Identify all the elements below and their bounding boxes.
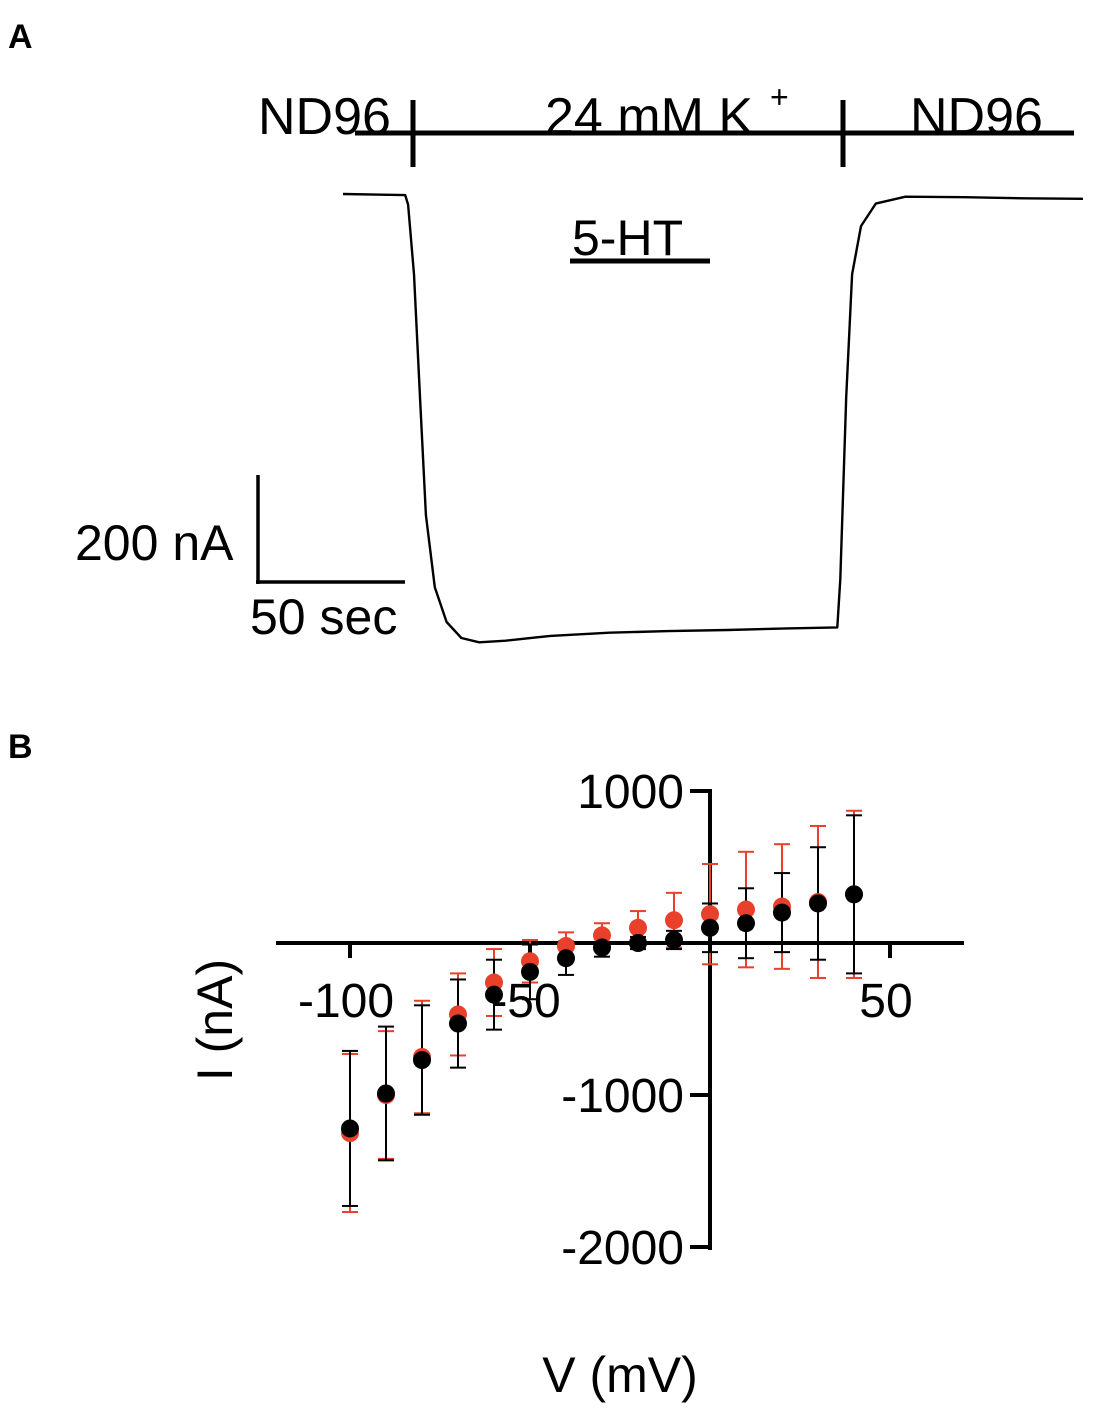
data-point-black xyxy=(665,930,683,949)
data-point-black xyxy=(557,949,575,968)
data-point-black xyxy=(809,894,827,913)
y-tick-label: 1000 xyxy=(577,766,684,819)
data-point-black xyxy=(485,985,503,1004)
data-point-black xyxy=(737,914,755,933)
data-point-black xyxy=(413,1051,431,1070)
data-point-red xyxy=(737,900,755,919)
drug-label: 5-HT xyxy=(572,210,683,266)
data-point-red xyxy=(701,905,719,924)
panel-a-label: A xyxy=(8,18,33,56)
data-point-black xyxy=(593,938,611,957)
data-point-red xyxy=(629,918,647,937)
solution-label-middle: 24 mM K xyxy=(545,88,753,146)
y-tick-label: -1000 xyxy=(561,1070,684,1123)
tick-labels: -100 -50 50 1000 -1000 -2000 xyxy=(298,766,913,1275)
data-point-red xyxy=(665,911,683,930)
data-point-black xyxy=(701,918,719,937)
data-point-black xyxy=(845,885,863,904)
data-point-black xyxy=(377,1084,395,1103)
data-points xyxy=(341,885,863,1142)
x-tick-label: 50 xyxy=(859,975,912,1028)
y-axis-label: I (nA) xyxy=(187,959,243,1081)
scale-bar-y-label: 200 nA xyxy=(75,515,234,571)
x-axis-label: V (mV) xyxy=(542,1347,698,1403)
y-tick-label: -2000 xyxy=(561,1222,684,1275)
solution-label-right: ND96 xyxy=(910,88,1043,146)
axis-ticks xyxy=(348,789,892,1249)
current-trace xyxy=(342,192,1084,644)
data-point-black xyxy=(449,1014,467,1033)
scale-bar-x-label: 50 sec xyxy=(250,589,397,645)
data-point-black xyxy=(341,1119,359,1138)
error-bars xyxy=(342,809,862,1214)
data-point-black xyxy=(773,903,791,922)
data-point-black xyxy=(629,934,647,952)
solution-label-left: ND96 xyxy=(258,88,391,146)
panel-a: ND96 24 mM K + ND96 5-HT 200 nA 50 sec xyxy=(75,79,1084,645)
data-point-black xyxy=(521,962,539,981)
x-tick-label: -50 xyxy=(491,975,560,1028)
panel-b-label: B xyxy=(8,728,33,766)
panel-b: -100 -50 50 1000 -1000 -2000 V (mV) I (nA) xyxy=(187,766,964,1403)
solution-label-middle-superscript: + xyxy=(770,79,789,115)
x-tick-label: -100 xyxy=(298,975,394,1028)
